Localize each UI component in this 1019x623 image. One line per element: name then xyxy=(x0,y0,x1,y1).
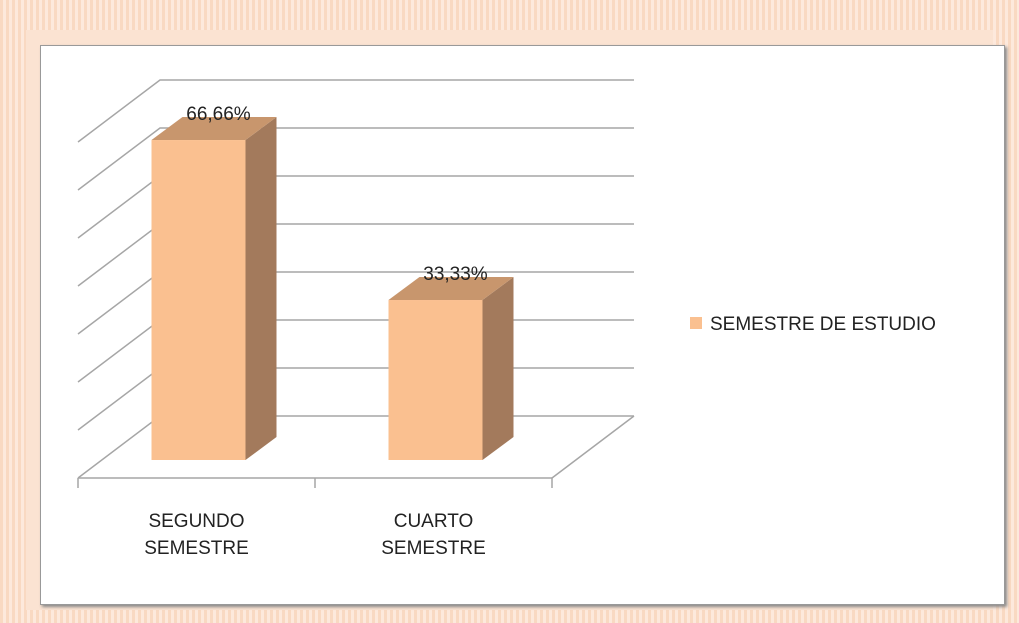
data-label: 33,33% xyxy=(423,264,488,285)
data-label: 66,66% xyxy=(186,104,251,125)
floor-edge xyxy=(551,415,635,479)
legend-swatch xyxy=(690,317,702,329)
bar-top xyxy=(151,117,277,141)
bar-top xyxy=(388,277,514,301)
bar-front xyxy=(388,300,483,460)
bar-front xyxy=(151,140,246,461)
x-tick-label: SEGUNDO SEMESTRE xyxy=(144,511,249,559)
bar-side xyxy=(482,277,514,460)
bar-side xyxy=(245,117,277,461)
legend-label: SEMESTRE DE ESTUDIO xyxy=(710,314,936,335)
x-tick-label: CUARTO SEMESTRE xyxy=(381,511,486,559)
grid-line xyxy=(77,79,634,143)
grid-line xyxy=(77,127,634,191)
